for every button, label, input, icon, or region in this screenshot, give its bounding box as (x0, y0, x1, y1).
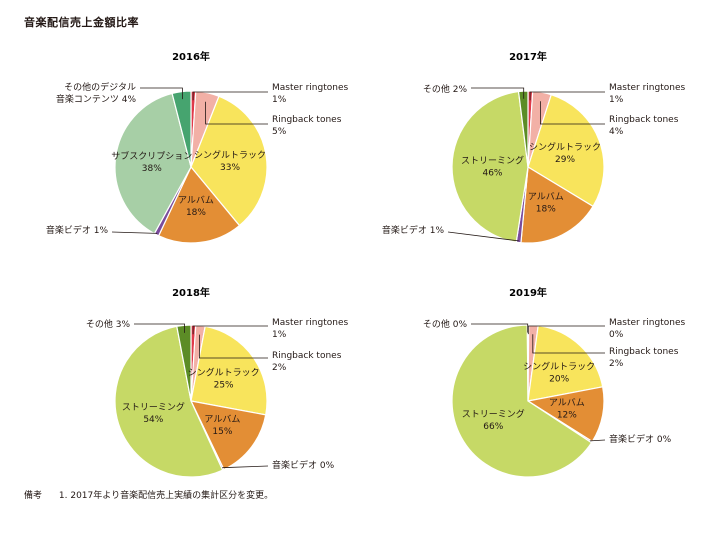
data-label-single_track: シングルトラック 20% (523, 360, 595, 384)
data-label-master_ringtones: Master ringtones 0% (609, 318, 685, 340)
leader-line (134, 323, 186, 333)
pie-slice-album (189, 400, 267, 471)
pie-chart-2018年: 2018年 Master ringtones 1% Ringback tones 2% シ… (86, 286, 348, 478)
pie-slice-other_digital (171, 90, 192, 168)
leader-line (111, 231, 158, 234)
pie-title: 2019年 (509, 286, 547, 299)
data-label-album: アルバム 18% (178, 195, 214, 218)
leader-line (447, 231, 519, 242)
data-label-other: その他 0% (423, 318, 468, 330)
leader-line (471, 323, 529, 333)
page-title: 音楽配信売上金額比率 (24, 16, 139, 29)
data-label-music_video: 音楽ビデオ 0% (609, 433, 672, 445)
leader-line (529, 91, 605, 101)
data-label-ringback_tones: Ringback tones 5% (272, 115, 342, 137)
pie-slice-other (176, 324, 192, 402)
pie-slice-streaming (451, 90, 529, 243)
pie-title: 2017年 (509, 50, 547, 63)
leader-line (140, 87, 183, 100)
data-label-music_video: 音楽ビデオ 1% (46, 224, 109, 236)
data-label-album: アルバム 18% (528, 191, 564, 214)
pie-slice-album (157, 165, 241, 244)
footnote-text: 1. 2017年より音楽配信売上実績の集計区分を変更。 (58, 491, 274, 501)
data-label-master_ringtones: Master ringtones 1% (272, 83, 348, 105)
pie-title: 2018年 (172, 286, 210, 299)
pie-chart-2016年: 2016年 Master ringtones 1% Ringback tones 5% シ… (46, 50, 348, 244)
pie-chart-2017年: 2017年 Master ringtones 1% Ringback tones 4% シ… (382, 50, 685, 244)
data-label-master_ringtones: Master ringtones 1% (272, 318, 348, 340)
data-label-streaming: ストリーミング 46% (461, 154, 524, 178)
pie-slice-streaming (114, 325, 224, 478)
data-label-streaming: ストリーミング 66% (462, 408, 525, 432)
leader-line (589, 439, 606, 442)
leader-line (192, 91, 268, 101)
leader-line (222, 465, 269, 469)
leader-line (198, 334, 268, 359)
data-label-album: アルバム 15% (204, 414, 240, 437)
data-label-music_video: 音楽ビデオ 0% (272, 459, 335, 471)
footnote: 備考 1. 2017年より音楽配信売上実績の集計区分を変更。 (24, 488, 273, 501)
pie-slice-album (520, 165, 594, 244)
pie-slice-single_track (527, 325, 604, 402)
leader-line (540, 101, 605, 125)
data-label-single_track: シングルトラック 29% (529, 141, 601, 165)
data-label-master_ringtones: Master ringtones 1% (609, 83, 685, 105)
data-label-music_video: 音楽ビデオ 1% (382, 224, 445, 236)
leader-line (532, 334, 605, 354)
leader-line (205, 101, 268, 125)
data-label-single_track: シングルトラック 33% (194, 149, 266, 173)
pie-slice-streaming (451, 324, 593, 478)
pie-chart-2019年: 2019年 Master ringtones 0% Ringback tones 2% シ… (423, 286, 685, 478)
data-label-other_digital: その他のデジタル音楽コンテンツ 4% (56, 81, 137, 105)
pie-title: 2016年 (172, 50, 210, 63)
pie-slice-other (517, 90, 529, 168)
data-label-ringback_tones: Ringback tones 4% (609, 115, 679, 137)
data-label-other: その他 3% (86, 318, 131, 330)
data-label-single_track: シングルトラック 25% (188, 367, 260, 391)
data-label-ringback_tones: Ringback tones 2% (609, 347, 679, 369)
leader-line (471, 87, 525, 99)
leader-line (192, 325, 268, 335)
data-label-ringback_tones: Ringback tones 2% (272, 351, 342, 373)
leader-line (527, 325, 605, 335)
pie-slice-subscription (114, 92, 192, 235)
data-label-subscription: サブスクリプション 38% (111, 150, 192, 174)
footnote-head: 備考 (24, 491, 43, 501)
data-label-other: その他 2% (423, 83, 468, 95)
data-label-streaming: ストリーミング 54% (122, 401, 185, 425)
data-label-album: アルバム 12% (549, 397, 585, 420)
pie-slice-single_track (190, 95, 268, 227)
